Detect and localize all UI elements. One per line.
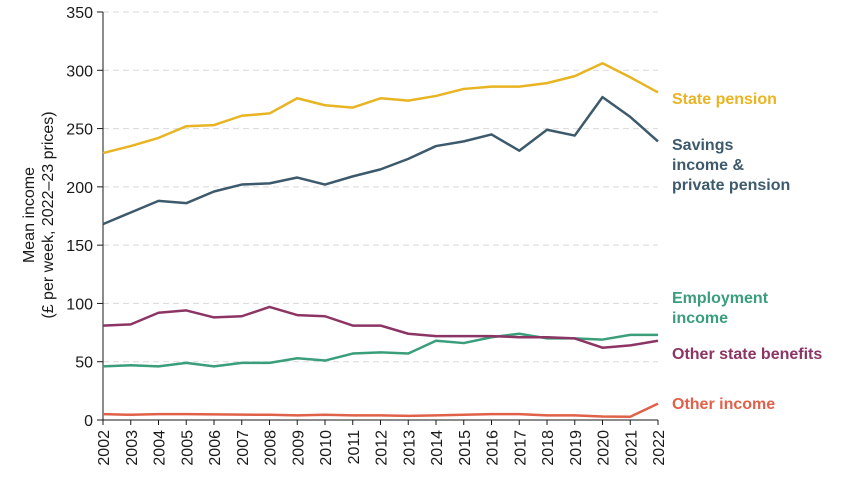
series-line-other-state-benefits [102,305,659,349]
x-tick-label: 2017 [512,430,529,466]
x-tick-label: 2019 [568,430,585,466]
x-tick-label: 2010 [318,430,335,466]
x-tick-label: 2008 [263,430,280,466]
x-tick-label: 2006 [207,430,224,466]
x-tick-label: 2018 [540,430,557,466]
y-tick-label: 350 [66,5,93,22]
series-label: Other income [672,396,775,413]
x-tick-label: 2012 [374,430,391,466]
axes: 0 50 100 150 200 250 300 350 2002 2003 2004 2005 200… [66,5,668,466]
x-tick-label: 2022 [651,430,668,466]
y-tick-label: 150 [66,238,93,255]
x-tick-label: 2011 [346,430,363,465]
x-tick-label: 2021 [623,430,640,466]
y-tick-label: 200 [66,180,93,197]
x-tick-label: 2020 [596,430,613,466]
series-label: Other state benefits [672,346,822,363]
series-labels: State pension Savings income & private pens… [672,91,822,413]
x-tick-label: 2007 [235,430,252,466]
y-tick-label: 50 [75,355,93,372]
series-lines [102,62,659,418]
y-axis-label: Mean income (£ per week, 2022–23 prices) [21,111,57,318]
x-tick-label: 2009 [290,430,307,466]
y-tick-label: 100 [66,296,93,313]
x-tick-label: 2016 [485,430,502,466]
x-tick-label: 2015 [457,430,474,466]
x-tick-label: 2002 [96,430,113,466]
x-tick-label: 2005 [179,430,196,466]
series-line-savings-income-private-pension [102,95,659,226]
x-tick-label: 2013 [401,430,418,466]
x-tick-label: 2003 [124,430,141,466]
series-label: State pension [672,91,777,108]
gridlines [103,11,658,363]
x-tick-label: 2014 [429,430,446,466]
series-label: Savings income & private pension [672,137,790,194]
y-tick-label: 0 [84,413,93,430]
series-line-other-income [102,402,659,418]
y-tick-label: 300 [66,63,93,80]
series-line-state-pension [102,62,659,155]
series-label: Employment income [672,290,769,327]
y-tick-label: 250 [66,122,93,139]
x-tick-label: 2004 [152,430,169,466]
